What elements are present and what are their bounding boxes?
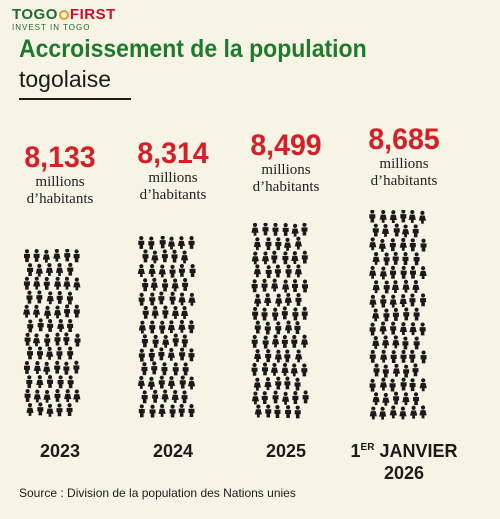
crowd-figures (251, 222, 309, 419)
subtitle-underline (19, 98, 131, 100)
year-label-2024: 2024 (113, 437, 233, 462)
year-main: 2024 (152, 441, 194, 461)
unit-habitants: d’habitants (370, 173, 438, 189)
year-sup: ER (360, 442, 375, 453)
unit-millions: millions (148, 170, 198, 186)
crowd-bar-2024 (137, 235, 197, 428)
value-label: 8,133 (24, 141, 96, 174)
unit-millions: millions (379, 156, 429, 172)
logo-part-first: FIRST (69, 6, 116, 23)
year-label-2026: 1ER JANVIER 2026 (344, 437, 464, 484)
logo-ring-icon (58, 10, 69, 20)
chart-title: Accroissement de la population (19, 35, 367, 63)
value-label: 8,685 (368, 123, 440, 156)
people-group (369, 209, 427, 420)
source-note: Source : Division de la population des N… (19, 486, 296, 500)
unit-habitants: d’habitants (252, 179, 320, 195)
year-line2: 2026 (383, 463, 425, 483)
people-group (23, 248, 81, 417)
togofirst-logo: TOGO FIRST INVEST IN TOGO (12, 7, 116, 32)
column-2024: 8,314 millions d’habitants (113, 138, 233, 204)
column-2025: 8,499 millions d’habitants (226, 130, 346, 196)
logo-tagline: INVEST IN TOGO (12, 23, 91, 32)
year-label-2025: 2025 (226, 437, 346, 462)
year-main: 2023 (39, 441, 81, 461)
logo-wordmark: TOGO FIRST (12, 7, 116, 22)
crowd-figures (137, 235, 196, 418)
column-2023: 8,133 millions d’habitants (0, 142, 120, 208)
chart-subtitle: togolaise (19, 66, 112, 92)
year-pre: 1 (350, 441, 361, 461)
year-label-2023: 2023 (0, 437, 120, 462)
crowd-bar-2025 (250, 222, 310, 428)
unit-millions: millions (35, 174, 85, 190)
year-main: 2025 (265, 441, 307, 461)
logo-part-togo: TOGO (12, 6, 58, 23)
unit-habitants: d’habitants (139, 187, 207, 203)
value-label: 8,314 (137, 137, 209, 170)
unit-millions: millions (261, 162, 311, 178)
year-main: JANVIER (374, 441, 458, 461)
crowd-figures (23, 248, 81, 417)
crowd-bar-2023 (22, 248, 82, 428)
value-label: 8,499 (250, 129, 322, 162)
people-group (251, 222, 309, 419)
unit-habitants: d’habitants (26, 191, 94, 207)
crowd-figures (369, 209, 427, 420)
column-2026: 8,685 millions d’habitants (344, 124, 464, 190)
crowd-bar-2026 (368, 209, 428, 428)
people-group (137, 235, 196, 418)
